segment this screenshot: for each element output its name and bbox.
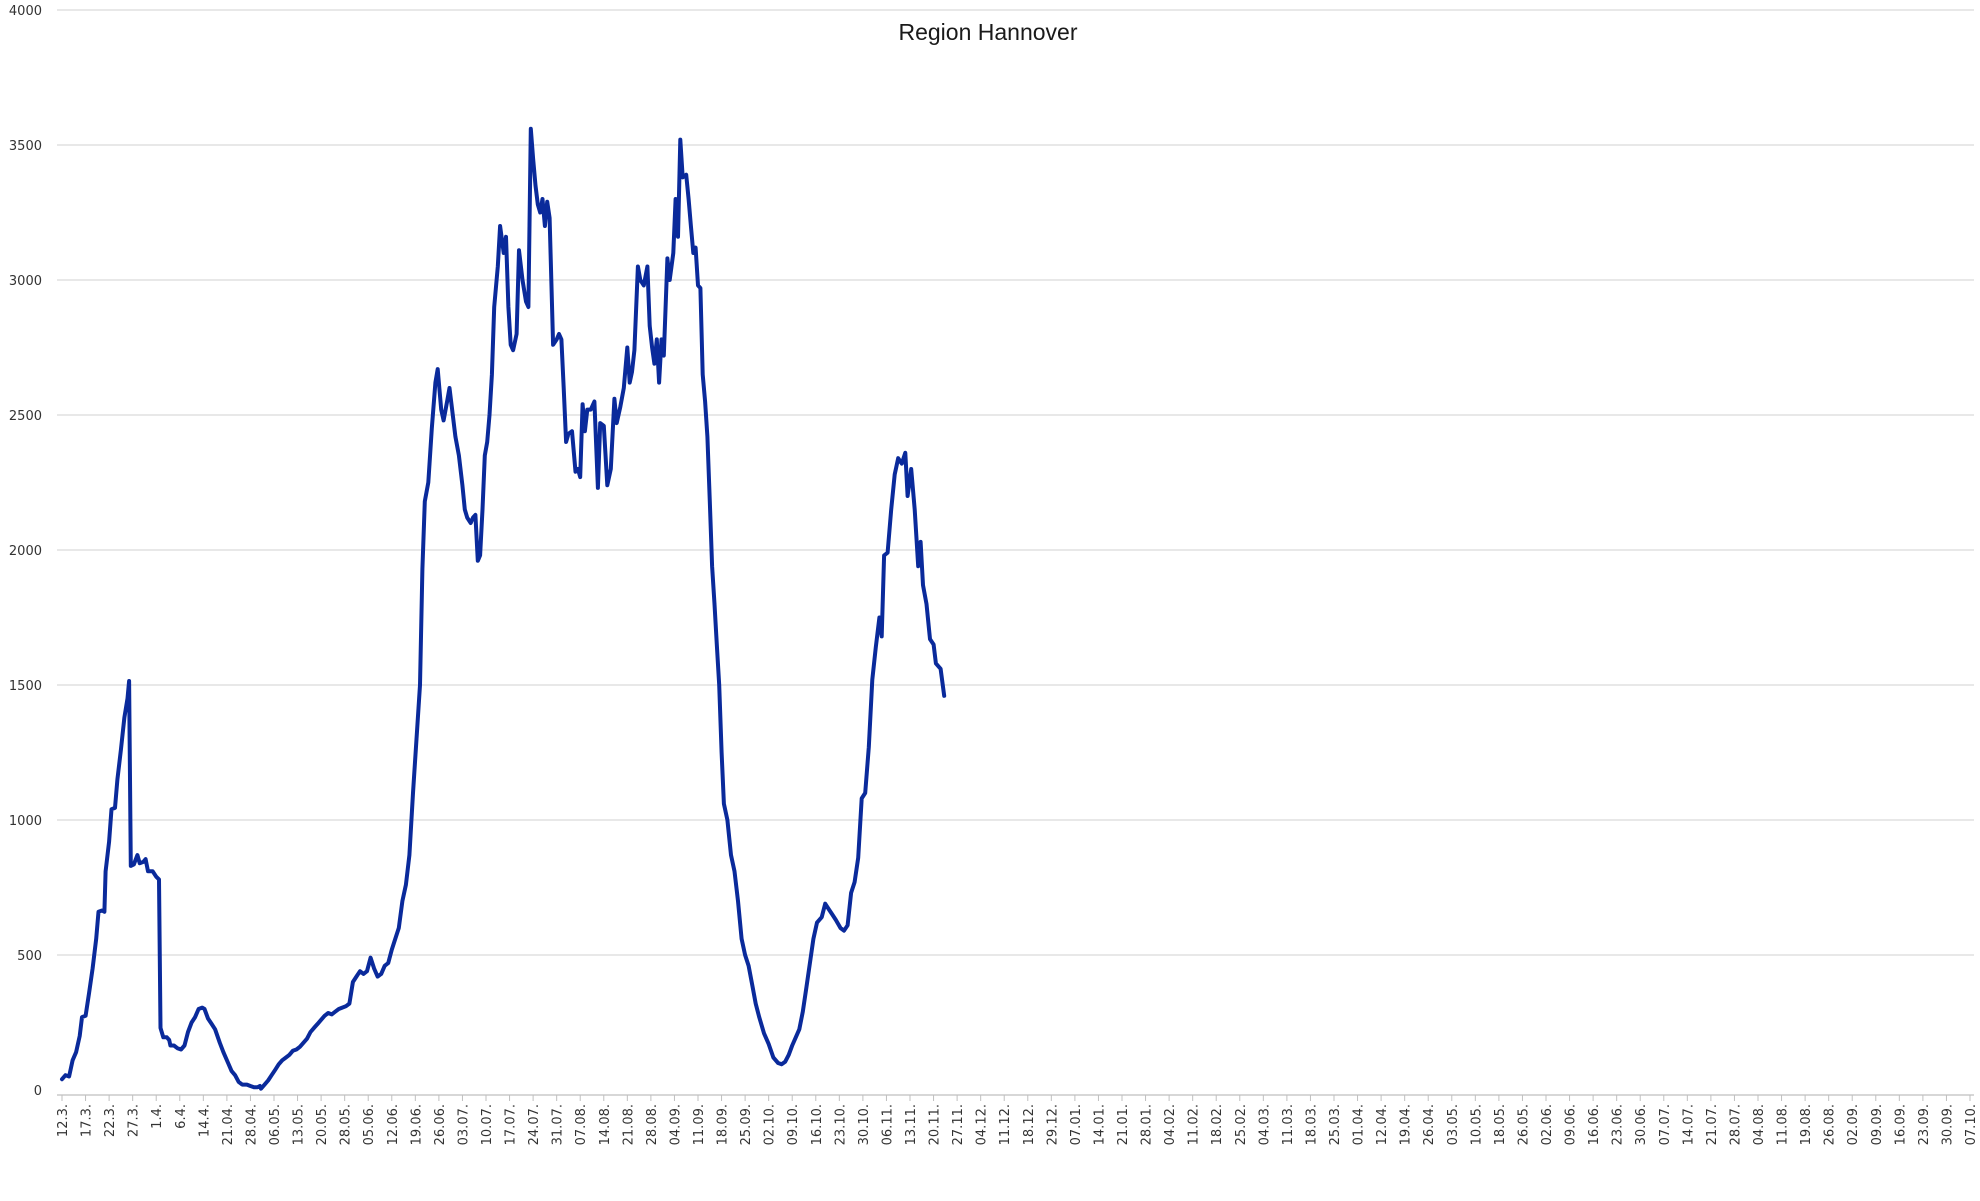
x-tick-label: 30.06. [1634, 1104, 1649, 1145]
x-tick-label: 26.04. [1422, 1104, 1437, 1145]
x-tick-label: 02.10. [763, 1104, 778, 1145]
x-tick-label: 28.05. [339, 1104, 354, 1145]
series-line [60, 126, 947, 1091]
x-tick-label: 16.09. [1893, 1104, 1908, 1145]
x-tick-label: 18.09. [716, 1104, 731, 1145]
x-tick-label: 21.08. [621, 1104, 636, 1145]
x-tick-label: 26.08. [1823, 1104, 1838, 1145]
x-tick-label: 18.03. [1304, 1104, 1319, 1145]
x-tick-label: 17.3. [80, 1104, 95, 1137]
x-tick-label: 18.12. [1022, 1104, 1037, 1145]
x-tick-label: 1.4. [150, 1104, 165, 1129]
x-tick-label: 20.11. [928, 1104, 943, 1145]
x-tick-label: 23.10. [833, 1104, 848, 1145]
x-tick-label: 6.4. [174, 1104, 189, 1129]
x-tick-label: 19.04. [1399, 1104, 1414, 1145]
x-tick-label: 17.07. [504, 1104, 519, 1145]
x-tick-label: 02.09. [1846, 1104, 1861, 1145]
x-tick-label: 11.09. [692, 1104, 707, 1145]
x-tick-label: 12.04. [1375, 1104, 1390, 1145]
x-tick-label: 23.09. [1917, 1104, 1932, 1145]
x-tick-label: 07.10. [1964, 1104, 1979, 1145]
x-tick-label: 27.11. [951, 1104, 966, 1145]
y-tick-label: 1000 [9, 814, 42, 829]
y-tick-label: 2500 [9, 409, 42, 424]
y-tick-label: 1500 [9, 679, 42, 694]
x-tick-label: 21.04. [221, 1104, 236, 1145]
x-tick-label: 30.09. [1940, 1104, 1955, 1145]
x-tick-label: 16.10. [810, 1104, 825, 1145]
x-tick-label: 11.08. [1776, 1104, 1791, 1145]
x-tick-label: 19.08. [1799, 1104, 1814, 1145]
gridlines [57, 9, 1974, 956]
y-tick-label: 4000 [9, 4, 42, 19]
x-tick-label: 25.09. [739, 1104, 754, 1145]
x-tick-label: 06.11. [880, 1104, 895, 1145]
x-tick-label: 28.07. [1728, 1104, 1743, 1145]
x-tick-label: 18.02. [1210, 1104, 1225, 1145]
x-tick-label: 28.04. [244, 1104, 259, 1145]
y-tick-label: 2000 [9, 544, 42, 559]
x-tick-label: 14.01. [1092, 1104, 1107, 1145]
x-tick-label: 03.07. [456, 1104, 471, 1145]
x-tick-label: 07.08. [574, 1104, 589, 1145]
x-tick-label: 12.3. [56, 1104, 71, 1137]
x-tick-label: 04.09. [668, 1104, 683, 1145]
x-tick-label: 14.4. [197, 1104, 212, 1137]
y-tick-label: 500 [17, 949, 42, 964]
x-tick-label: 14.08. [598, 1104, 613, 1145]
x-tick-label: 09.09. [1870, 1104, 1885, 1145]
y-tick-label: 0 [34, 1084, 42, 1099]
x-tick-label: 09.10. [786, 1104, 801, 1145]
x-tick-label: 07.07. [1658, 1104, 1673, 1145]
x-tick-label: 18.05. [1493, 1104, 1508, 1145]
y-tick-label: 3500 [9, 139, 42, 154]
x-tick-label: 21.07. [1705, 1104, 1720, 1145]
x-tick-label: 02.06. [1540, 1104, 1555, 1145]
x-tick-label: 25.02. [1234, 1104, 1249, 1145]
x-tick-label: 11.12. [998, 1104, 1013, 1145]
x-tick-label: 31.07. [551, 1104, 566, 1145]
x-tick-label: 14.07. [1681, 1104, 1696, 1145]
x-axis-tick-labels: 12.3. 17.3. 22.3. 27.3. 1.4. 6.4. 14.4. 21.04. 2… [56, 1095, 1979, 1145]
x-tick-label: 04.03. [1257, 1104, 1272, 1145]
x-tick-label: 11.03. [1281, 1104, 1296, 1145]
x-tick-label: 30.10. [857, 1104, 872, 1145]
x-tick-label: 29.12. [1045, 1104, 1060, 1145]
x-tick-label: 12.06. [386, 1104, 401, 1145]
x-tick-label: 19.06. [409, 1104, 424, 1145]
x-tick-label: 16.06. [1587, 1104, 1602, 1145]
x-tick-label: 10.05. [1469, 1104, 1484, 1145]
y-tick-label: 3000 [9, 274, 42, 289]
x-tick-label: 10.07. [480, 1104, 495, 1145]
chart-title: Region Hannover [898, 19, 1077, 45]
x-tick-label: 01.04. [1352, 1104, 1367, 1145]
x-tick-label: 04.08. [1752, 1104, 1767, 1145]
y-axis-tick-labels: 0 500 1000 1500 2000 2500 3000 3500 4000 [9, 4, 42, 1099]
x-tick-label: 28.08. [645, 1104, 660, 1145]
x-tick-label: 04.12. [975, 1104, 990, 1145]
x-tick-label: 03.05. [1446, 1104, 1461, 1145]
x-tick-label: 23.06. [1611, 1104, 1626, 1145]
x-tick-label: 22.3. [103, 1104, 118, 1137]
x-tick-label: 25.03. [1328, 1104, 1343, 1145]
x-tick-label: 20.05. [315, 1104, 330, 1145]
x-tick-label: 28.01. [1140, 1104, 1155, 1145]
x-tick-label: 27.3. [127, 1104, 142, 1137]
x-tick-label: 07.01. [1069, 1104, 1084, 1145]
x-tick-label: 09.06. [1564, 1104, 1579, 1145]
x-tick-label: 26.06. [433, 1104, 448, 1145]
x-tick-label: 24.07. [527, 1104, 542, 1145]
x-tick-label: 06.05. [268, 1104, 283, 1145]
x-tick-label: 21.01. [1116, 1104, 1131, 1145]
x-tick-label: 05.06. [362, 1104, 377, 1145]
x-tick-label: 26.05. [1516, 1104, 1531, 1145]
x-tick-label: 13.05. [292, 1104, 307, 1145]
x-tick-label: 04.02. [1163, 1104, 1178, 1145]
x-tick-label: 11.02. [1187, 1104, 1202, 1145]
x-tick-label: 13.11. [904, 1104, 919, 1145]
